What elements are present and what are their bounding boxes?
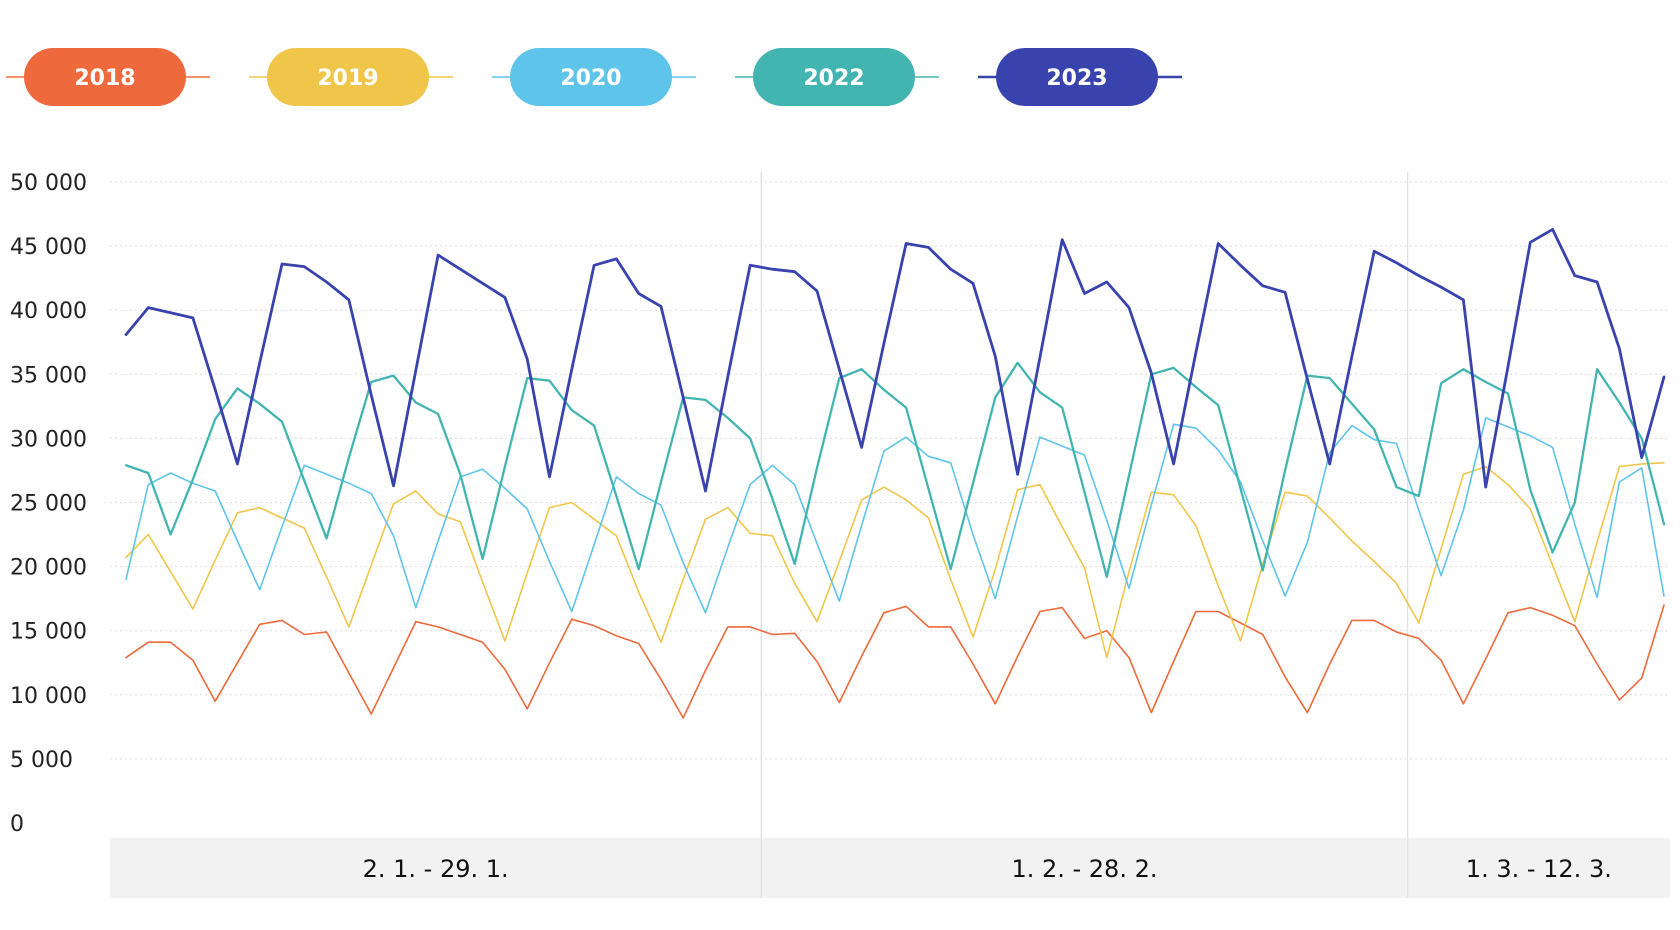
series-line-2019 [125, 461, 1665, 659]
series-line-2018 [125, 604, 1665, 719]
legend-item-2023[interactable]: 2023 [978, 48, 1182, 106]
y-tick-label: 0 [10, 812, 24, 837]
series-line-2022 [124, 361, 1666, 579]
y-tick-label: 45 000 [10, 235, 87, 260]
legend-pill [753, 48, 915, 106]
legend-pill [267, 48, 429, 106]
legend-label: 2020 [560, 66, 621, 91]
period-band [110, 838, 1670, 898]
period-label: 1. 3. - 12. 3. [1466, 855, 1612, 883]
x-period-band: 2. 1. - 29. 1. 1. 2. - 28. 2. 1. 3. - 12. … [110, 172, 1670, 898]
y-tick-label: 35 000 [10, 363, 87, 388]
y-tick-label: 40 000 [10, 299, 87, 324]
period-label: 2. 1. - 29. 1. [363, 855, 509, 883]
y-tick-label: 30 000 [10, 427, 87, 452]
legend-label: 2023 [1046, 66, 1107, 91]
legend-pill [996, 48, 1158, 106]
gridlines [110, 181, 1670, 760]
legend-item-2022[interactable]: 2022 [735, 48, 939, 106]
legend: 2018 2019 2020 2022 2023 [6, 48, 1182, 106]
period-label: 1. 2. - 28. 2. [1011, 855, 1157, 883]
series-line-2020 [125, 417, 1665, 614]
series-lines [124, 227, 1666, 719]
legend-label: 2019 [317, 66, 378, 91]
y-tick-label: 50 000 [10, 171, 87, 196]
legend-item-2019[interactable]: 2019 [249, 48, 453, 106]
legend-pill [510, 48, 672, 106]
legend-label: 2022 [803, 66, 864, 91]
y-tick-label: 5 000 [10, 748, 73, 773]
y-tick-label: 15 000 [10, 620, 87, 645]
series-line-2023 [124, 227, 1666, 493]
legend-pill [24, 48, 186, 106]
y-tick-label: 10 000 [10, 684, 87, 709]
y-tick-label: 25 000 [10, 492, 87, 517]
legend-item-2018[interactable]: 2018 [6, 48, 210, 106]
y-tick-label: 20 000 [10, 556, 87, 581]
legend-label: 2018 [74, 66, 135, 91]
legend-item-2020[interactable]: 2020 [492, 48, 696, 106]
y-axis: 0 5 000 10 000 15 000 20 000 25 000 30 000 35 0… [10, 171, 87, 837]
